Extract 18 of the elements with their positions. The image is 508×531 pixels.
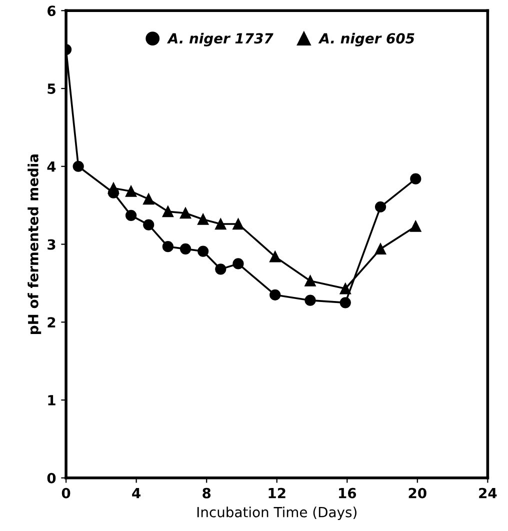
- y-tick-label: 6: [48, 6, 56, 16]
- y-tick-label: 4: [47, 162, 56, 172]
- y-tick-label: 2: [48, 317, 56, 328]
- y-tick-label: 1: [48, 395, 56, 406]
- x-tick-label: 8: [202, 488, 211, 498]
- x-tick-label: 20: [408, 488, 426, 498]
- x-tick-label: 16: [339, 488, 356, 498]
- y-tick-label: 5: [48, 84, 56, 94]
- y-tick-label: 0: [47, 472, 56, 484]
- x-tick-label: 0: [62, 488, 70, 498]
- x-tick-label: 12: [268, 488, 286, 498]
- x-axis-title: Incubation Time (Days): [197, 506, 356, 520]
- y-tick-label: 3: [48, 239, 56, 250]
- x-tick-label: 24: [479, 488, 497, 498]
- legend-label: A. niger 605: [318, 32, 414, 46]
- y-axis-title: pH of fermented media: [28, 154, 42, 334]
- x-tick-label: 4: [132, 488, 141, 498]
- legend-label: A. niger 1737: [166, 32, 274, 46]
